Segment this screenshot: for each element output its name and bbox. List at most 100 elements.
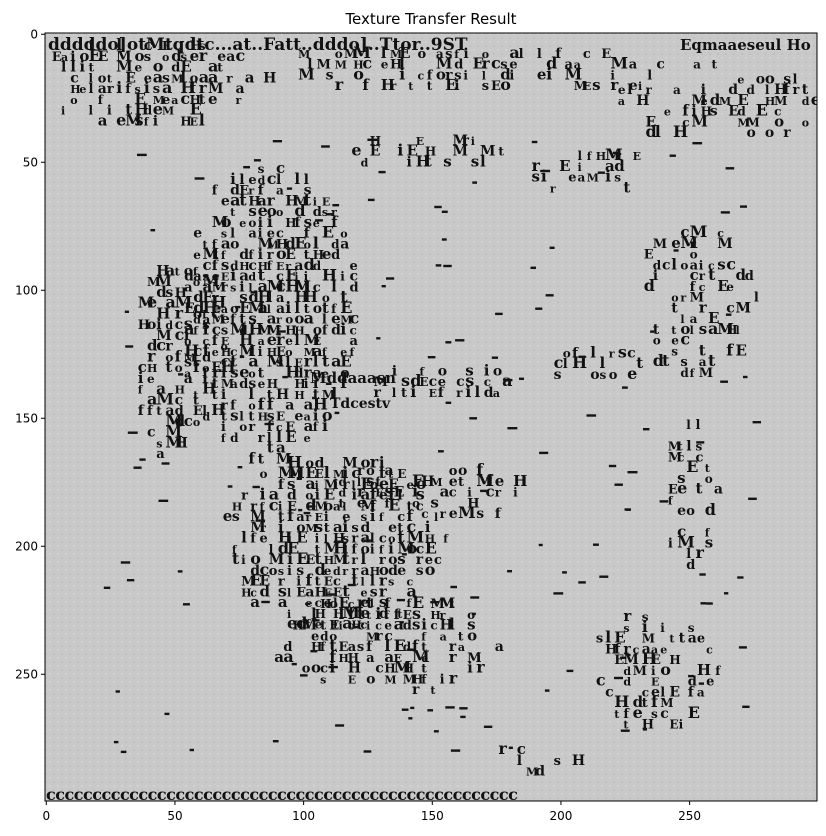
texture-glyph: a xyxy=(184,367,191,380)
texture-glyph: t xyxy=(156,404,162,418)
texture-glyph: H xyxy=(294,324,304,337)
texture-glyph: M xyxy=(250,520,265,536)
texture-glyph: t xyxy=(212,247,219,263)
texture-glyph: M xyxy=(353,43,371,62)
texture-glyph: i xyxy=(153,113,158,129)
texture-glyph: s xyxy=(162,70,170,86)
texture-glyph: s xyxy=(180,50,187,64)
texture-glyph: r xyxy=(482,55,491,73)
texture-glyph: f xyxy=(305,571,313,590)
texture-dash xyxy=(133,466,142,469)
texture-dash xyxy=(332,204,340,207)
texture-glyph: M xyxy=(317,58,331,73)
texture-dash xyxy=(586,414,597,417)
texture-glyph: E xyxy=(285,428,296,446)
texture-glyph: d xyxy=(230,259,239,273)
texture-glyph: s xyxy=(416,563,424,579)
texture-glyph: t xyxy=(342,549,350,568)
texture-glyph: a xyxy=(165,293,175,312)
texture-glyph: e xyxy=(190,47,200,65)
texture-glyph: s xyxy=(623,622,629,635)
texture-glyph: s xyxy=(326,67,334,83)
texture-glyph: d xyxy=(633,693,644,711)
texture-glyph: e xyxy=(258,377,266,391)
texture-glyph: a xyxy=(440,483,450,501)
texture-glyph: i xyxy=(421,616,427,634)
texture-glyph: o xyxy=(680,320,690,338)
texture-dash xyxy=(673,249,679,252)
texture-glyph: a xyxy=(304,396,314,414)
texture-glyph: d xyxy=(546,54,557,73)
texture-glyph: H xyxy=(267,346,277,359)
texture-glyph: i xyxy=(294,271,298,284)
texture-glyph: c xyxy=(726,300,735,316)
texture-dash xyxy=(272,140,282,143)
texture-glyph: r xyxy=(550,183,556,196)
texture-glyph: M xyxy=(717,320,734,338)
texture-glyph: t xyxy=(329,636,337,655)
texture-glyph: l xyxy=(397,488,402,504)
texture-glyph: f xyxy=(495,506,502,522)
texture-glyph: i xyxy=(241,553,246,567)
y-tick-label: 200 xyxy=(15,539,38,553)
texture-glyph: a xyxy=(440,631,447,644)
texture-glyph: e xyxy=(258,201,268,220)
texture-glyph: r xyxy=(532,156,541,175)
texture-glyph: i xyxy=(660,621,665,635)
texture-glyph: a xyxy=(304,309,314,328)
texture-glyph: r xyxy=(699,298,708,316)
texture-glyph: M xyxy=(453,144,469,160)
texture-glyph: E xyxy=(708,309,719,327)
texture-glyph: a xyxy=(350,334,359,349)
texture-glyph: s xyxy=(445,47,452,62)
texture-glyph: f xyxy=(221,249,227,262)
texture-glyph: M xyxy=(668,450,682,465)
texture-glyph: M xyxy=(156,274,172,290)
texture-glyph: l xyxy=(357,476,361,489)
texture-glyph: o xyxy=(260,467,268,481)
texture-glyph: o xyxy=(680,258,688,272)
texture-glyph: d xyxy=(230,431,239,445)
texture-glyph: M xyxy=(747,115,760,129)
texture-glyph: M xyxy=(480,144,496,160)
texture-glyph: o xyxy=(388,533,395,546)
texture-glyph: M xyxy=(587,172,599,185)
texture-glyph: e xyxy=(324,564,332,578)
texture-glyph: M xyxy=(305,522,317,535)
texture-glyph: a xyxy=(276,301,285,317)
texture-dash xyxy=(725,313,732,316)
texture-glyph: E xyxy=(348,674,356,687)
texture-glyph: e xyxy=(267,227,275,242)
texture-glyph: E xyxy=(296,529,307,547)
texture-glyph: H xyxy=(370,565,380,578)
texture-glyph: H xyxy=(412,673,423,687)
texture-glyph: i xyxy=(379,453,385,471)
texture-glyph: E xyxy=(285,420,295,435)
texture-glyph: f xyxy=(443,533,449,546)
texture-glyph: i xyxy=(476,651,481,666)
texture-glyph: E xyxy=(340,353,351,371)
texture-glyph: i xyxy=(324,510,329,525)
texture-glyph: E xyxy=(601,47,611,62)
texture-dash xyxy=(700,602,707,605)
texture-glyph: t xyxy=(705,462,711,475)
texture-glyph: d xyxy=(248,288,259,306)
texture-glyph: s xyxy=(357,640,364,655)
texture-glyph: d xyxy=(350,280,359,295)
texture-glyph: t xyxy=(708,351,716,370)
texture-glyph: d xyxy=(202,350,211,365)
texture-dash xyxy=(650,330,655,333)
texture-glyph: l xyxy=(793,72,798,87)
texture-glyph: a xyxy=(699,355,707,369)
y-axis: 0 50 100 150 200 250 xyxy=(15,27,45,681)
texture-glyph: f xyxy=(331,302,337,316)
texture-glyph: f xyxy=(232,543,238,556)
texture-glyph: E xyxy=(644,248,654,263)
texture-glyph: c xyxy=(375,661,384,677)
texture-glyph: s xyxy=(454,68,461,83)
texture-glyph: e xyxy=(311,630,319,645)
texture-glyph: s xyxy=(165,285,173,301)
texture-glyph: s xyxy=(315,518,323,536)
texture-glyph: d xyxy=(331,248,340,263)
texture-dash xyxy=(508,746,513,749)
